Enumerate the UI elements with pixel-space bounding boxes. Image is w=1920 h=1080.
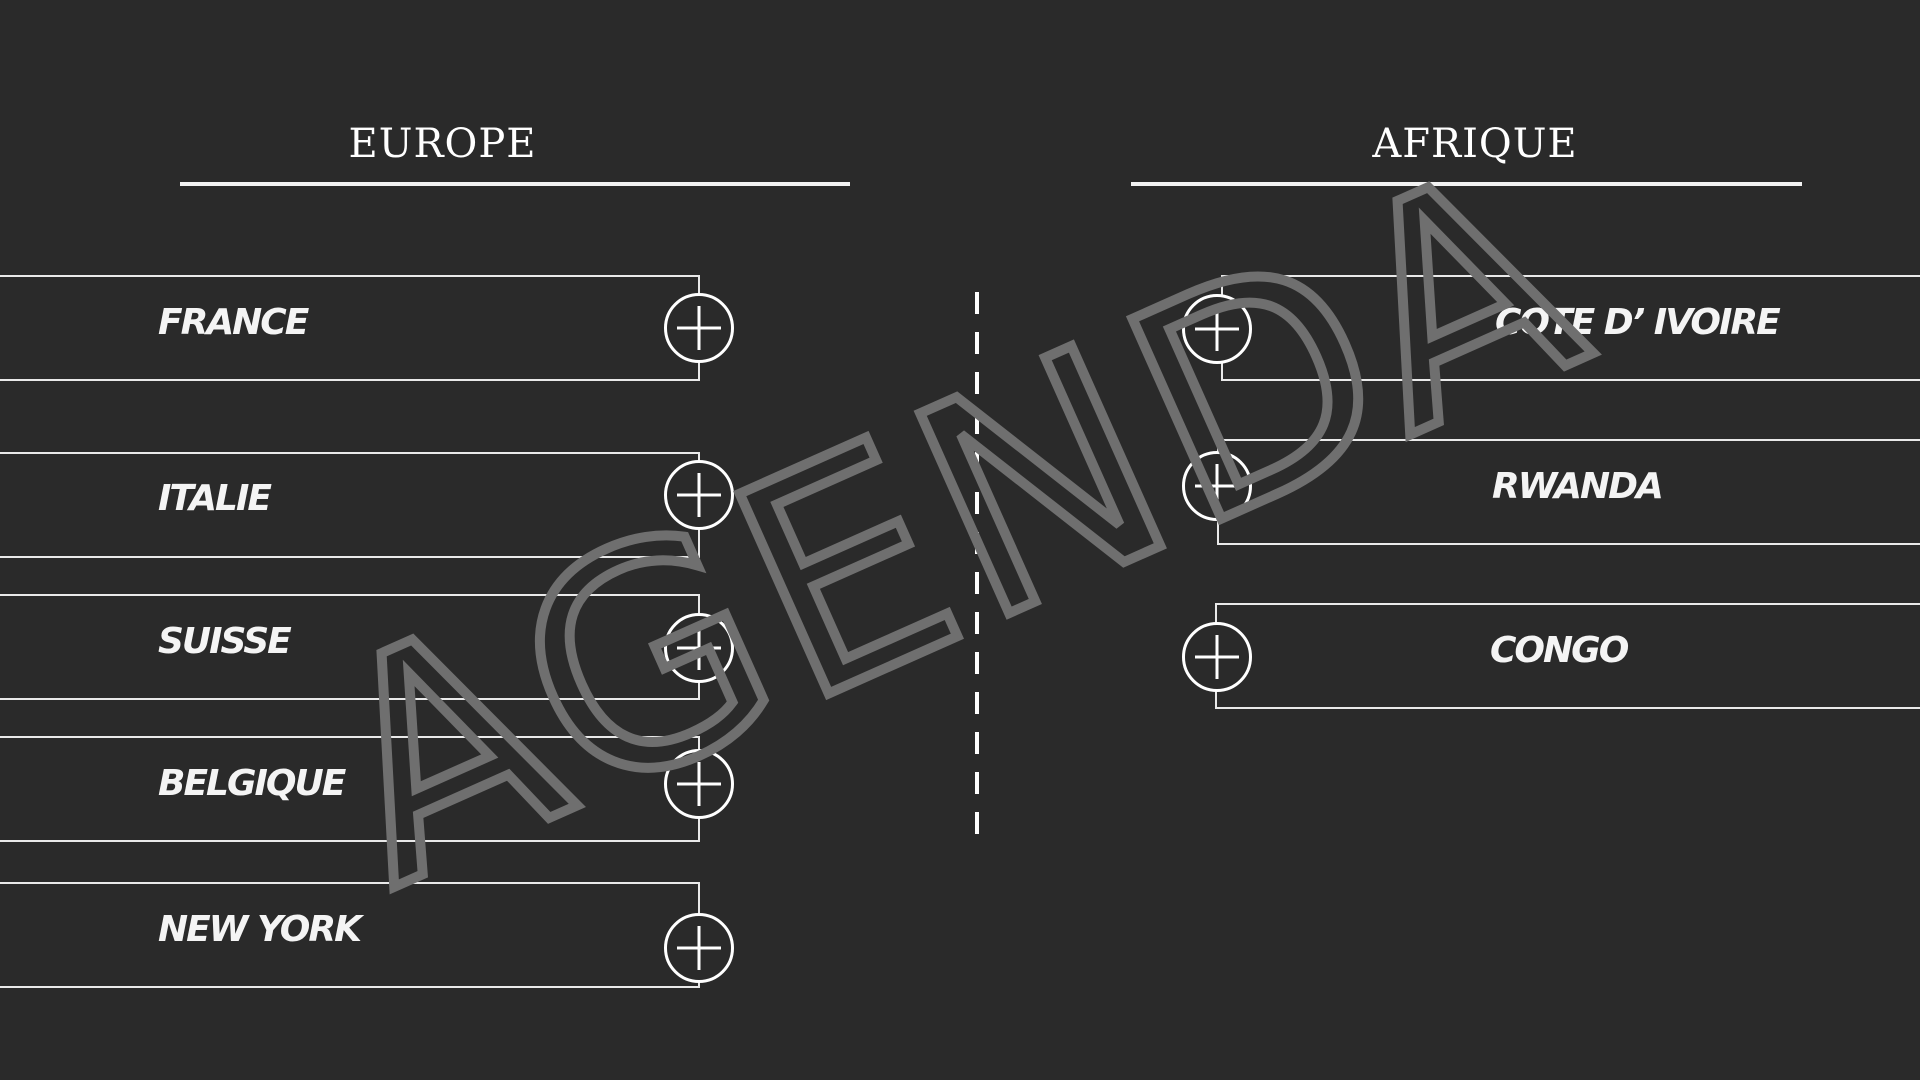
- europe-row-italie: [0, 452, 700, 558]
- plus-circle-icon: [677, 306, 721, 350]
- add-rwanda-button[interactable]: [1182, 451, 1252, 521]
- add-belgique-button[interactable]: [664, 749, 734, 819]
- plus-circle-icon: [1195, 464, 1239, 508]
- europe-row-suisse: [0, 594, 700, 700]
- add-suisse-button[interactable]: [664, 613, 734, 683]
- plus-circle-icon: [677, 762, 721, 806]
- afrique-label-congo: CONGO: [1490, 630, 1629, 671]
- afrique-heading: AFRIQUE: [1372, 121, 1578, 167]
- add-italie-button[interactable]: [664, 460, 734, 530]
- europe-label-new-york: NEW YORK: [158, 909, 362, 950]
- europe-label-italie: ITALIE: [158, 478, 272, 519]
- column-divider: [975, 292, 979, 834]
- plus-circle-icon: [677, 473, 721, 517]
- plus-circle-icon: [1195, 635, 1239, 679]
- europe-row-belgique: [0, 736, 700, 842]
- add-france-button[interactable]: [664, 293, 734, 363]
- europe-heading-rule: [180, 182, 850, 186]
- europe-label-france: FRANCE: [158, 302, 309, 343]
- europe-row-france: [0, 275, 700, 381]
- plus-circle-icon: [677, 926, 721, 970]
- afrique-label-rwanda: RWANDA: [1492, 466, 1664, 507]
- europe-label-suisse: SUISSE: [158, 621, 292, 662]
- add-cote-divoire-button[interactable]: [1182, 294, 1252, 364]
- europe-label-belgique: BELGIQUE: [158, 763, 346, 804]
- plus-circle-icon: [677, 626, 721, 670]
- add-congo-button[interactable]: [1182, 622, 1252, 692]
- plus-circle-icon: [1195, 307, 1239, 351]
- afrique-label-cote-divoire: COTE D’ IVOIRE: [1495, 302, 1781, 343]
- afrique-heading-rule: [1131, 182, 1802, 186]
- add-new-york-button[interactable]: [664, 913, 734, 983]
- europe-heading: EUROPE: [348, 121, 537, 167]
